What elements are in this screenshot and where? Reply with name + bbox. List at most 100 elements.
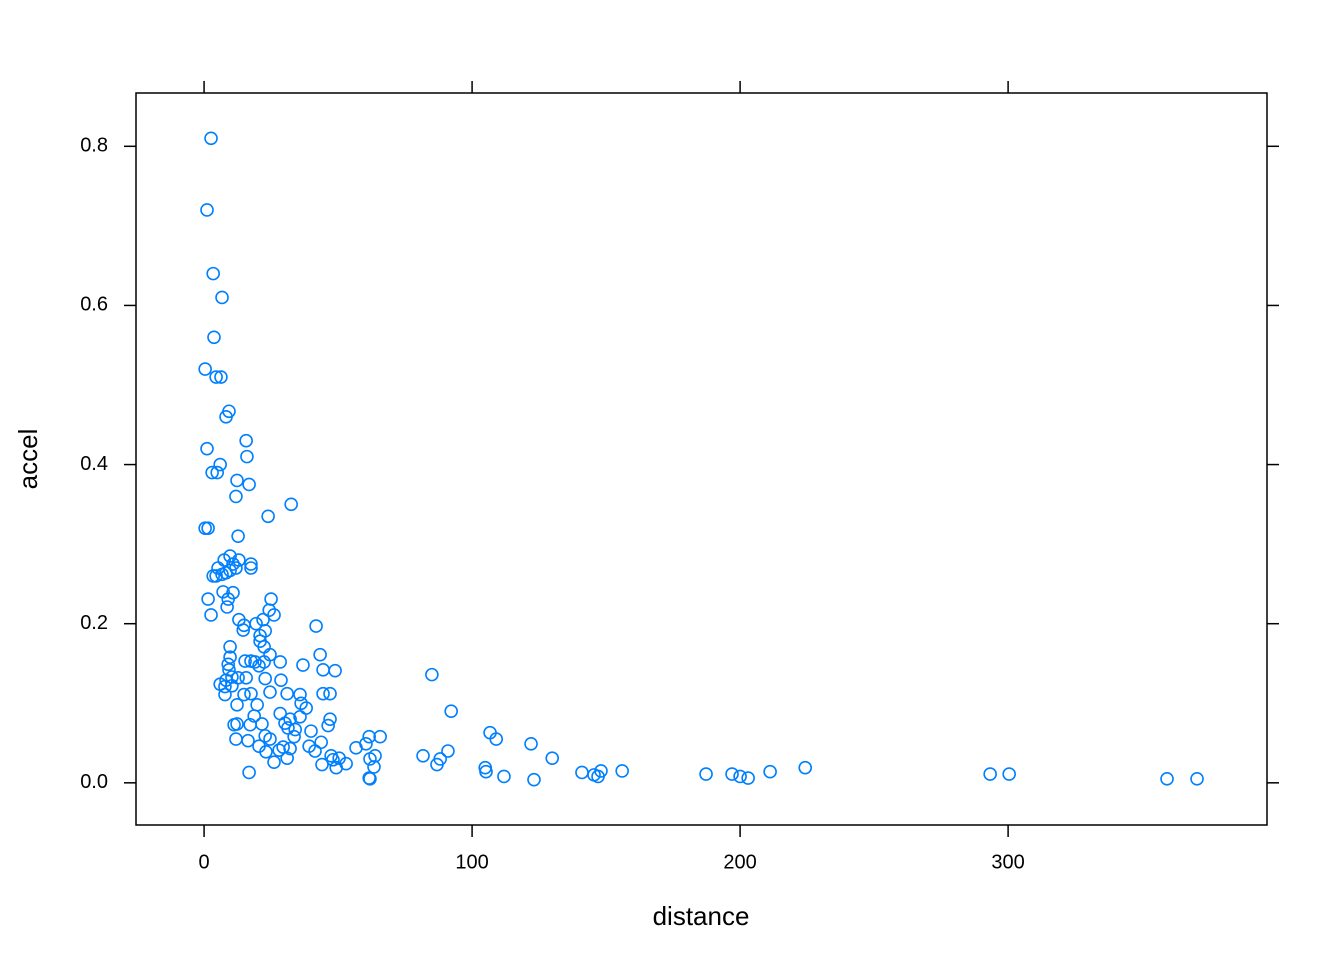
point bbox=[367, 760, 381, 774]
point bbox=[236, 623, 251, 637]
point bbox=[221, 657, 235, 672]
point bbox=[798, 760, 813, 775]
point bbox=[238, 654, 252, 668]
point bbox=[252, 659, 266, 673]
point bbox=[214, 370, 228, 384]
point bbox=[230, 473, 244, 488]
point bbox=[201, 592, 215, 606]
point bbox=[256, 612, 270, 627]
point bbox=[524, 737, 538, 751]
point bbox=[479, 764, 493, 779]
point bbox=[293, 709, 307, 724]
x-tick-label: 100 bbox=[455, 851, 488, 873]
point bbox=[221, 592, 235, 606]
point bbox=[229, 732, 243, 746]
y-tick-label: 0.2 bbox=[80, 612, 108, 634]
point bbox=[309, 619, 323, 633]
point bbox=[200, 441, 214, 456]
point bbox=[229, 489, 243, 504]
point bbox=[213, 457, 227, 472]
point bbox=[329, 760, 344, 775]
point bbox=[425, 667, 439, 682]
point bbox=[240, 449, 254, 464]
point bbox=[231, 529, 245, 543]
point bbox=[430, 757, 444, 772]
point bbox=[328, 663, 342, 678]
point bbox=[201, 521, 215, 536]
point bbox=[264, 592, 278, 606]
x-tick-label: 300 bbox=[991, 851, 1024, 873]
point bbox=[204, 131, 218, 146]
x-tick-label: 0 bbox=[199, 851, 210, 873]
point bbox=[733, 769, 747, 784]
point bbox=[284, 497, 298, 512]
point bbox=[223, 639, 237, 654]
point bbox=[219, 410, 233, 424]
point bbox=[362, 729, 376, 744]
point bbox=[1160, 772, 1174, 786]
point bbox=[263, 732, 277, 746]
point bbox=[226, 557, 240, 571]
point bbox=[272, 743, 286, 758]
point bbox=[725, 767, 739, 781]
point bbox=[313, 647, 327, 662]
point bbox=[315, 757, 329, 772]
x-tick-label: 200 bbox=[723, 851, 756, 873]
point bbox=[215, 290, 229, 305]
point bbox=[741, 771, 755, 785]
point bbox=[207, 330, 221, 345]
point bbox=[763, 764, 777, 779]
point bbox=[263, 685, 277, 699]
point bbox=[441, 744, 455, 758]
point bbox=[323, 712, 337, 726]
point bbox=[296, 658, 310, 672]
point bbox=[206, 266, 220, 281]
point bbox=[242, 765, 256, 780]
point bbox=[591, 769, 605, 784]
point bbox=[262, 603, 277, 617]
point bbox=[237, 687, 251, 702]
point bbox=[273, 655, 287, 669]
y-tick-label: 0.8 bbox=[80, 135, 108, 157]
point bbox=[267, 755, 281, 769]
point bbox=[230, 698, 244, 712]
y-tick-label: 0.0 bbox=[80, 771, 108, 793]
point bbox=[239, 671, 253, 685]
point bbox=[363, 752, 377, 766]
point bbox=[243, 717, 257, 732]
plot-frame bbox=[135, 92, 1268, 826]
point bbox=[497, 769, 511, 784]
point bbox=[200, 203, 214, 217]
point bbox=[198, 362, 212, 376]
point bbox=[444, 704, 458, 719]
point bbox=[575, 765, 589, 780]
point bbox=[225, 678, 239, 693]
point bbox=[267, 608, 281, 622]
point bbox=[223, 650, 237, 664]
point bbox=[489, 732, 504, 746]
point bbox=[250, 698, 264, 712]
point bbox=[244, 561, 258, 575]
point bbox=[362, 771, 376, 785]
point bbox=[210, 465, 225, 480]
point bbox=[274, 673, 288, 687]
point bbox=[239, 433, 253, 448]
point bbox=[219, 565, 233, 580]
point bbox=[205, 465, 219, 480]
y-tick-label: 0.4 bbox=[80, 453, 108, 475]
point bbox=[545, 751, 560, 765]
point bbox=[247, 709, 261, 723]
point bbox=[316, 663, 330, 677]
point bbox=[287, 729, 301, 744]
point bbox=[261, 509, 275, 524]
point bbox=[248, 655, 262, 669]
point bbox=[373, 729, 387, 744]
point bbox=[308, 744, 322, 758]
point bbox=[220, 600, 234, 614]
point bbox=[314, 735, 328, 750]
point bbox=[198, 521, 212, 536]
point bbox=[218, 679, 232, 694]
point bbox=[294, 696, 308, 711]
point bbox=[255, 717, 269, 731]
